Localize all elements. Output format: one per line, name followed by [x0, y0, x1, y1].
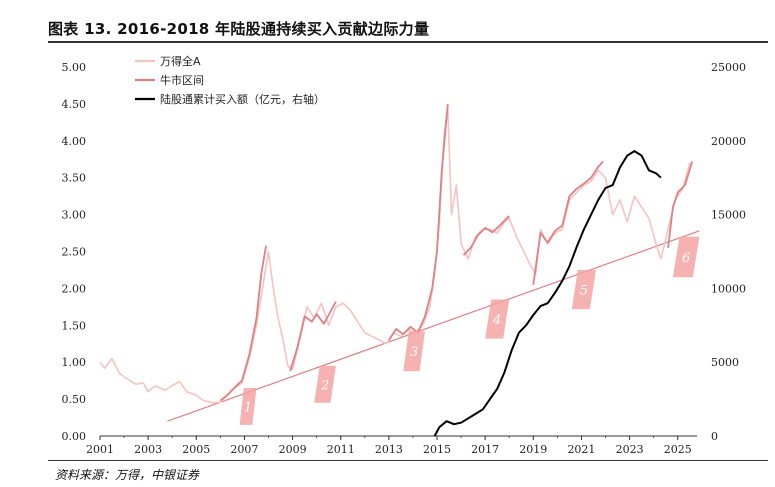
x-tick-label: 2001: [86, 443, 114, 456]
bull-market-box: [314, 365, 336, 403]
series-bull-market-segment: [667, 161, 694, 248]
y-left-tick-label: 3.50: [62, 172, 87, 185]
x-tick-label: 2017: [471, 443, 499, 456]
y-left-tick-label: 2.50: [62, 246, 87, 259]
series-northbound-cumulative: [433, 150, 662, 437]
series-layer: [99, 103, 700, 437]
y-right-tick-label: 5000: [711, 356, 739, 369]
x-tick-label: 2023: [616, 443, 644, 456]
legend-entry: 陆股通累计买入额（亿元，右轴）: [160, 92, 325, 106]
bull-market-box-label: 5: [580, 284, 588, 299]
legend-entry: 牛市区间: [160, 73, 204, 87]
bottom-rule: [48, 460, 768, 461]
x-tick-label: 2015: [423, 443, 451, 456]
y-right-tick-label: 20000: [711, 135, 746, 148]
x-tick-label: 2013: [375, 443, 403, 456]
y-right-tick-label: 10000: [711, 282, 746, 295]
y-right-tick-label: 15000: [711, 209, 746, 222]
x-tick-label: 2021: [567, 443, 595, 456]
series-bull-market-segment: [388, 103, 449, 341]
y-left-tick-label: 3.00: [62, 209, 87, 222]
series-bull-market-segment: [289, 301, 337, 372]
title-rule: [48, 41, 768, 43]
y-left-tick-label: 1.00: [62, 356, 87, 369]
series-bull-market-segment: [532, 160, 604, 285]
bull-market-box: [672, 236, 700, 278]
y-left-tick-label: 5.00: [62, 61, 87, 74]
bull-market-box: [403, 331, 425, 372]
y-left-tick-label: 2.00: [62, 282, 87, 295]
bull-market-box-label: 4: [492, 313, 501, 328]
y-left-tick-label: 4.00: [62, 135, 87, 148]
y-left-tick-label: 1.50: [62, 319, 87, 332]
bull-market-box: [239, 388, 257, 425]
bull-market-box: [485, 299, 510, 339]
x-tick-label: 2005: [182, 443, 210, 456]
y-right-tick-label: 0: [711, 430, 718, 443]
chart-title: 图表 13. 2016-2018 年陆股通持续买入贡献边际力量: [48, 20, 430, 38]
bull-market-box-label: 1: [244, 401, 252, 416]
series-wind-all-a: [99, 106, 691, 404]
legend-entry: 万得全A: [160, 54, 201, 68]
series-bull-market-segment: [462, 215, 510, 256]
x-tick-label: 2003: [134, 443, 162, 456]
axes: 2001 2003 2005 2007 2009 2011 2013 2015 2017 2019…: [62, 61, 747, 456]
bull-market-box: [571, 269, 596, 310]
y-left-tick-label: 0.00: [62, 430, 87, 443]
series-bull-market-segment: [219, 245, 267, 402]
bull-market-box-label: 6: [682, 251, 690, 266]
x-tick-label: 2025: [664, 443, 692, 456]
y-left-tick-label: 4.50: [62, 98, 87, 111]
y-left-tick-label: 0.50: [62, 393, 87, 406]
x-tick-label: 2009: [279, 443, 307, 456]
x-tick-label: 2019: [519, 443, 547, 456]
bull-market-boxes: 1 2 3 4 5 6: [239, 236, 700, 425]
source-note: 资料来源：万得，中银证券: [55, 468, 200, 482]
bull-market-box-label: 2: [320, 378, 329, 393]
x-tick-label: 2007: [230, 443, 258, 456]
x-tick-label: 2011: [327, 443, 355, 456]
bull-market-box-label: 3: [410, 345, 418, 360]
y-right-tick-label: 25000: [711, 61, 746, 74]
